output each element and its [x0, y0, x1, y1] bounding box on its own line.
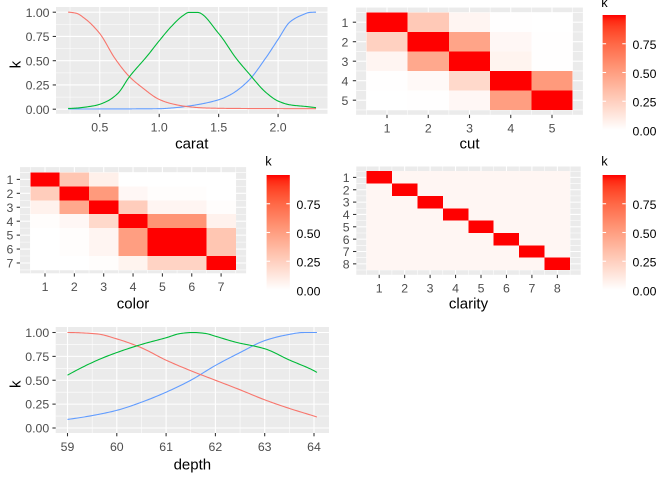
svg-text:0.50: 0.50	[633, 227, 657, 241]
svg-text:0.75: 0.75	[633, 198, 657, 212]
svg-text:k: k	[7, 380, 24, 388]
svg-text:0.00: 0.00	[633, 124, 657, 138]
svg-text:0.50: 0.50	[297, 227, 321, 241]
svg-text:cut: cut	[459, 135, 480, 152]
svg-text:4: 4	[130, 280, 137, 294]
svg-text:0.00: 0.00	[297, 284, 321, 298]
svg-text:5: 5	[159, 280, 166, 294]
svg-text:0.00: 0.00	[25, 422, 49, 436]
svg-text:0.50: 0.50	[25, 374, 49, 388]
svg-text:0.25: 0.25	[25, 398, 49, 412]
svg-text:5: 5	[343, 220, 350, 234]
svg-text:3: 3	[341, 55, 348, 69]
svg-text:4: 4	[507, 122, 514, 136]
svg-text:1: 1	[341, 16, 348, 30]
svg-text:3: 3	[343, 196, 350, 210]
svg-text:7: 7	[6, 257, 13, 271]
svg-text:1.5: 1.5	[210, 121, 227, 135]
svg-text:0.50: 0.50	[633, 67, 657, 81]
svg-text:k: k	[601, 153, 608, 168]
svg-text:k: k	[7, 60, 24, 68]
svg-text:0.75: 0.75	[26, 30, 50, 44]
svg-text:0.25: 0.25	[633, 256, 657, 270]
svg-text:0.50: 0.50	[26, 54, 50, 68]
svg-text:0.25: 0.25	[26, 79, 50, 93]
svg-text:1: 1	[343, 171, 350, 185]
svg-text:62: 62	[209, 440, 223, 454]
svg-text:5: 5	[341, 94, 348, 108]
svg-text:1.00: 1.00	[26, 6, 50, 20]
svg-text:2: 2	[425, 122, 432, 136]
svg-text:3: 3	[427, 282, 434, 296]
svg-text:4: 4	[452, 282, 459, 296]
svg-text:63: 63	[258, 440, 272, 454]
svg-text:6: 6	[503, 282, 510, 296]
svg-text:7: 7	[218, 280, 225, 294]
svg-text:1: 1	[384, 122, 391, 136]
svg-text:3: 3	[6, 201, 13, 215]
svg-text:4: 4	[341, 74, 348, 88]
svg-text:5: 5	[6, 229, 13, 243]
svg-text:2: 2	[401, 282, 408, 296]
svg-text:clarity: clarity	[449, 295, 489, 312]
svg-text:59: 59	[61, 440, 75, 454]
svg-text:1: 1	[42, 280, 49, 294]
svg-text:k: k	[601, 0, 608, 10]
svg-text:1.0: 1.0	[151, 121, 168, 135]
svg-text:2: 2	[6, 187, 13, 201]
svg-text:60: 60	[110, 440, 124, 454]
svg-text:0.5: 0.5	[91, 121, 108, 135]
svg-text:8: 8	[343, 257, 350, 271]
svg-text:7: 7	[343, 245, 350, 259]
svg-text:6: 6	[343, 233, 350, 247]
svg-text:7: 7	[528, 282, 535, 296]
svg-text:carat: carat	[175, 135, 209, 152]
svg-text:4: 4	[6, 215, 13, 229]
svg-text:61: 61	[159, 440, 173, 454]
svg-text:0.75: 0.75	[25, 350, 49, 364]
svg-text:0.75: 0.75	[633, 38, 657, 52]
svg-text:1: 1	[376, 282, 383, 296]
svg-text:1.00: 1.00	[25, 326, 49, 340]
svg-text:0.25: 0.25	[297, 256, 321, 270]
svg-text:0.00: 0.00	[633, 284, 657, 298]
svg-text:0.25: 0.25	[633, 96, 657, 110]
svg-text:6: 6	[188, 280, 195, 294]
svg-text:2: 2	[343, 183, 350, 197]
svg-text:k: k	[265, 153, 272, 168]
svg-text:3: 3	[100, 280, 107, 294]
svg-text:2.0: 2.0	[270, 121, 287, 135]
svg-text:5: 5	[478, 282, 485, 296]
svg-text:2: 2	[71, 280, 78, 294]
svg-text:color: color	[117, 295, 150, 312]
svg-text:2: 2	[341, 35, 348, 49]
svg-text:1: 1	[6, 173, 13, 187]
svg-text:5: 5	[549, 122, 556, 136]
svg-text:0.00: 0.00	[26, 103, 50, 117]
svg-text:64: 64	[307, 440, 321, 454]
svg-text:4: 4	[343, 208, 350, 222]
svg-text:depth: depth	[174, 456, 212, 473]
svg-text:8: 8	[554, 282, 561, 296]
svg-text:3: 3	[466, 122, 473, 136]
svg-text:0.75: 0.75	[297, 198, 321, 212]
svg-text:6: 6	[6, 243, 13, 257]
